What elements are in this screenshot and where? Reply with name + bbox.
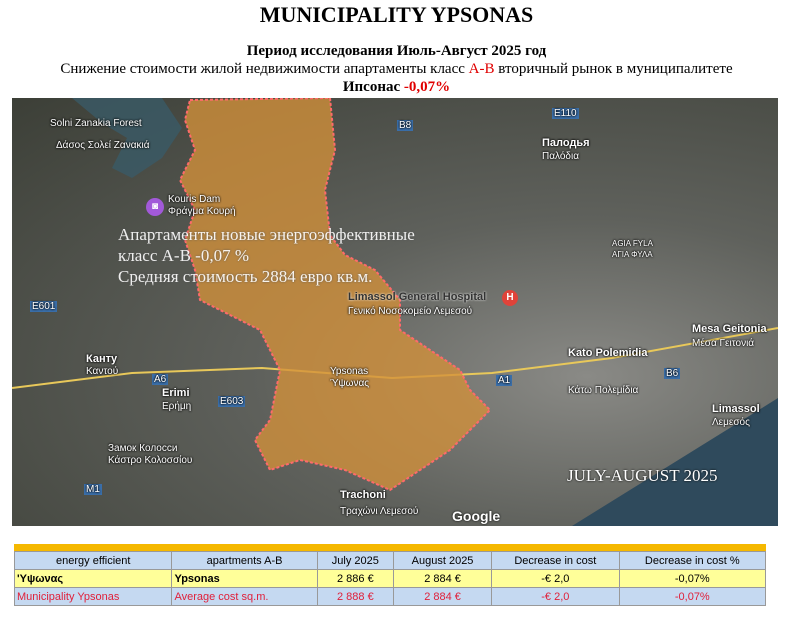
cell: Average cost sq.m.: [171, 587, 318, 606]
overlay-line: Апартаменты новые энергоэффективные: [118, 225, 415, 244]
cell: -0,07%: [618, 569, 767, 588]
subtitle-post: вторичный рынок в муниципалитете: [494, 61, 733, 77]
col-header: July 2025: [316, 551, 395, 570]
reservoir: [72, 98, 182, 178]
col-header: energy efficient: [13, 551, 173, 570]
coastline-sea: [572, 398, 778, 526]
map-label-kantou-sub: Καντού: [86, 366, 119, 377]
map-label-kolossi: Замок Колосси: [108, 443, 178, 454]
map-label-ypsonas: Ypsonas: [330, 366, 369, 377]
table-top-strip: [14, 544, 766, 551]
road-badge: E601: [30, 301, 58, 312]
cell: 2 884 €: [393, 569, 493, 588]
map-label-palodia: Палодья: [542, 137, 590, 149]
map-label-kolossi-sub: Κάστρο Κολοσσίου: [108, 455, 193, 466]
subtitle-place: Ипсонас: [342, 79, 404, 95]
road-badge: E603: [218, 396, 246, 407]
hospital-icon[interactable]: H: [502, 290, 518, 306]
subtitle-value: -0,07%: [403, 79, 451, 95]
map-label-dam: Kouris Dam: [168, 194, 221, 205]
cell: Municipality Ypsonas: [13, 587, 173, 606]
road-badge: A6: [152, 374, 169, 385]
period-stamp: JULY-AUGUST 2025: [567, 466, 718, 485]
map-label-limassol-sub: Λεμεσός: [712, 417, 750, 428]
road-badge: B8: [397, 120, 414, 131]
map-label-agia-fyla: AGIA FYLA: [612, 239, 653, 248]
cell: 'Υψωνας: [13, 569, 173, 588]
map-label-palodia-sub: Παλόδια: [542, 151, 579, 162]
cell: -€ 2,0: [491, 569, 620, 588]
col-header: Decrease in cost: [491, 551, 620, 570]
map-label-kato-polemidia: Kato Polemidia: [568, 347, 648, 359]
road-badge: A1: [496, 375, 513, 386]
subtitle-class: А-В: [468, 61, 495, 77]
road-badge: M1: [84, 484, 102, 495]
cell: Ypsonas: [171, 569, 318, 588]
table-row: Municipality Ypsonas Average cost sq.m. …: [13, 587, 767, 606]
cell: 2 884 €: [393, 587, 493, 606]
subtitle: Снижение стоимости жилой недвижимости ап…: [0, 61, 793, 78]
satellite-map[interactable]: Solni Zanakia Forest Δάσος Σολεί Ζανακιά…: [12, 98, 778, 526]
google-attribution: Google: [452, 508, 501, 524]
road-badge: E110: [552, 108, 579, 119]
map-label-hospital-sub: Γενικό Νοσοκομείο Λεμεσού: [348, 306, 473, 317]
overlay-line: класс А-В -0,07 %: [118, 246, 249, 265]
map-label-erimi-sub: Ερήμη: [162, 401, 192, 412]
price-table: energy efficient apartments A-B July 202…: [13, 551, 767, 606]
subtitle-place-line: Ипсонас -0,07%: [0, 79, 793, 96]
map-shapes: [12, 98, 778, 526]
study-period: Период исследования Июль-Август 2025 год: [246, 43, 547, 59]
road-badge: B6: [664, 368, 681, 379]
col-header: August 2025: [393, 551, 493, 570]
map-label-erimi: Erimi: [162, 387, 190, 399]
col-header: Decrease in cost %: [618, 551, 767, 570]
col-header: apartments A-B: [171, 551, 318, 570]
table-header-row: energy efficient apartments A-B July 202…: [13, 551, 767, 570]
page-title: MUNICIPALITY YPSONAS: [259, 2, 534, 27]
overlay-line: Средняя стоимость 2884 евро кв.м.: [118, 267, 373, 286]
map-label-kantou: Кантy: [86, 353, 118, 365]
map-label-limassol: Limassol: [712, 403, 760, 415]
camera-icon[interactable]: ◙: [146, 198, 164, 216]
map-label-trachoni: Trachoni: [340, 489, 386, 501]
map-label-mesa-geitonia: Mesa Geitonia: [692, 323, 767, 335]
map-label-mesa-geitonia-sub: Μέσα Γειτονιά: [692, 338, 755, 349]
cell: 2 886 €: [316, 569, 395, 588]
cell: 2 888 €: [316, 587, 395, 606]
map-label-kato-polemidia-sub: Κάτω Πολεμίδια: [568, 385, 639, 396]
map-label-agia-fyla-sub: ΑΓΙΑ ΦΥΛΑ: [612, 250, 653, 259]
table-row: 'Υψωνας Ypsonas 2 886 € 2 884 € -€ 2,0 -…: [13, 569, 767, 588]
cell: -0,07%: [618, 587, 767, 606]
map-label-trachoni-sub: Τραχώνι Λεμεσού: [340, 506, 419, 517]
map-label-forest-sub: Δάσος Σολεί Ζανακιά: [56, 140, 150, 151]
subtitle-pre: Снижение стоимости жилой недвижимости ап…: [60, 61, 469, 77]
price-overlay: Апартаменты новые энергоэффективные клас…: [118, 224, 415, 287]
cell: -€ 2,0: [491, 587, 620, 606]
map-label-forest: Solni Zanakia Forest: [50, 118, 142, 129]
map-label-ypsonas-sub: Ύψωνας: [330, 378, 370, 389]
map-label-dam-sub: Φράγμα Κουρή: [168, 206, 236, 217]
map-label-hospital: Limassol General Hospital: [348, 291, 487, 303]
municipality-boundary: [178, 98, 492, 492]
